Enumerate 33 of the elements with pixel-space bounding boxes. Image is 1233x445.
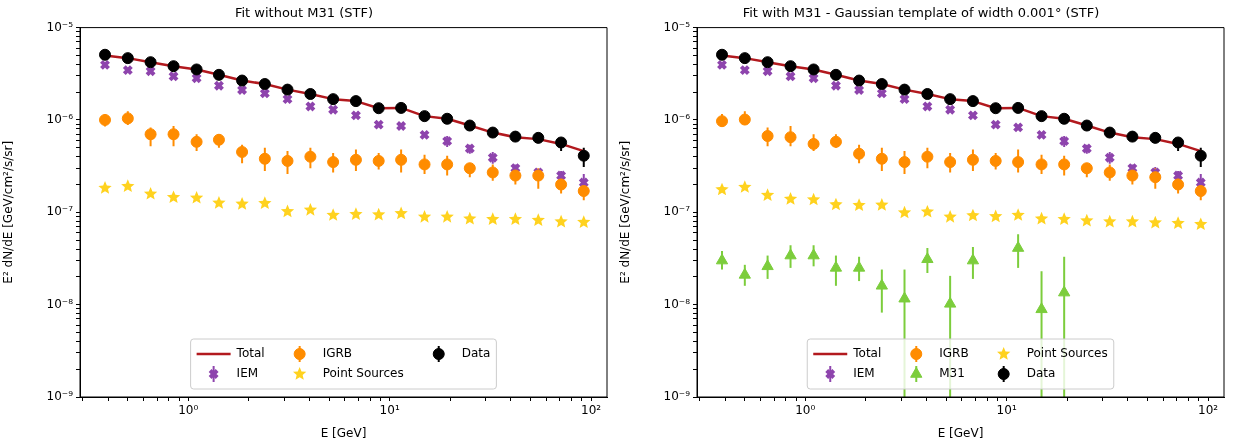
y-tick-label: 10⁻⁷ (663, 204, 691, 219)
x-tick-label: 10² (1198, 403, 1219, 418)
legend-label: IEM (236, 366, 259, 381)
chart-title: Fit without M31 (STF) (234, 5, 374, 21)
y-tick-label: 10⁻⁹ (663, 389, 691, 404)
x-tick-label: 10¹ (996, 403, 1017, 418)
y-axis-title: E² dN/dE [GeV/cm²/s/sr] (1, 140, 16, 284)
legend-label: M31 (939, 366, 965, 381)
legend-label: Point Sources (322, 366, 404, 381)
x-axis-title: E [GeV] (937, 425, 984, 440)
y-axis-title: E² dN/dE [GeV/cm²/s/sr] (618, 140, 633, 284)
legend-label: Total (235, 346, 265, 361)
x-axis-title: E [GeV] (320, 425, 367, 440)
y-tick-label: 10⁻⁶ (663, 112, 691, 127)
x-tick-label: 10¹ (379, 403, 400, 418)
x-tick-label: 10⁰ (795, 403, 816, 418)
y-tick-label: 10⁻⁵ (663, 19, 691, 34)
legend-label: IGRB (939, 346, 969, 361)
legend-label: Total (852, 346, 882, 361)
y-tick-label: 10⁻⁸ (663, 296, 691, 311)
y-tick-label: 10⁻⁷ (46, 204, 74, 219)
legend-label: Data (1026, 366, 1056, 381)
x-tick-label: 10² (581, 403, 602, 418)
y-tick-label: 10⁻⁶ (46, 112, 74, 127)
y-tick-label: 10⁻⁸ (46, 296, 74, 311)
legend-label: IEM (853, 366, 875, 381)
y-tick-label: 10⁻⁹ (46, 389, 74, 404)
legend-label: Data (461, 346, 491, 361)
y-tick-label: 10⁻⁵ (46, 19, 74, 34)
legend-label: IGRB (322, 346, 353, 361)
x-tick-label: 10⁰ (178, 403, 199, 418)
chart-title: Fit with M31 - Gaussian template of width 0.001° (STF) (742, 5, 1100, 21)
legend-label: Point Sources (1026, 346, 1108, 361)
